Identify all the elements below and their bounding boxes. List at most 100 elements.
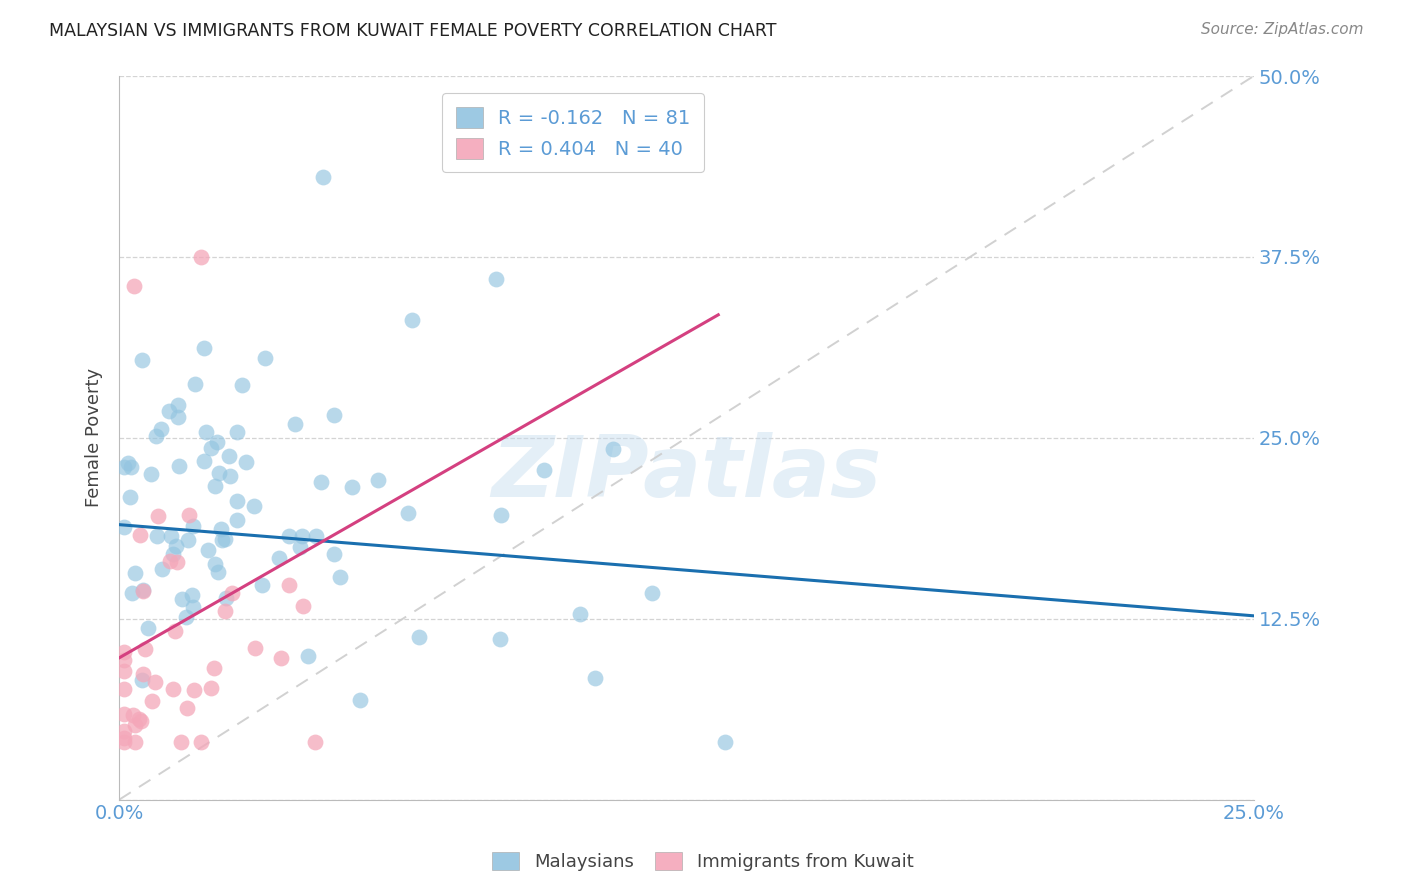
Point: [112, 681, 135, 696]
Point: [159, 528, 181, 542]
Point: [176, 700, 198, 714]
Point: [218, 449, 240, 463]
Text: MALAYSIAN VS IMMIGRANTS FROM KUWAIT FEMALE POVERTY CORRELATION CHART: MALAYSIAN VS IMMIGRANTS FROM KUWAIT FEMA…: [49, 22, 776, 40]
Point: [208, 466, 231, 480]
Point: [120, 490, 142, 504]
Point: [209, 522, 232, 536]
Point: [193, 341, 215, 355]
Point: [297, 648, 319, 663]
Point: [401, 313, 423, 327]
Point: [121, 707, 143, 722]
Point: [181, 599, 204, 614]
Point: [167, 409, 190, 424]
Point: [204, 479, 226, 493]
Point: [174, 610, 197, 624]
Point: [124, 735, 146, 749]
Point: [329, 570, 352, 584]
Text: Source: ZipAtlas.com: Source: ZipAtlas.com: [1201, 22, 1364, 37]
Point: [218, 469, 240, 483]
Point: [200, 441, 222, 455]
Point: [322, 408, 344, 422]
Point: [122, 278, 145, 293]
Point: [180, 588, 202, 602]
Point: [112, 723, 135, 738]
Point: [489, 508, 512, 523]
Point: [292, 599, 315, 613]
Point: [149, 422, 172, 436]
Point: [162, 547, 184, 561]
Point: [165, 539, 187, 553]
Point: [112, 665, 135, 679]
Point: [204, 557, 226, 571]
Point: [190, 735, 212, 749]
Point: [484, 271, 506, 285]
Point: [112, 653, 135, 667]
Point: [396, 507, 419, 521]
Point: [141, 693, 163, 707]
Point: [640, 586, 662, 600]
Point: [129, 528, 152, 542]
Point: [145, 429, 167, 443]
Point: [167, 399, 190, 413]
Point: [277, 578, 299, 592]
Point: [312, 170, 335, 185]
Point: [214, 532, 236, 546]
Point: [139, 467, 162, 481]
Y-axis label: Female Poverty: Female Poverty: [86, 368, 103, 508]
Point: [408, 630, 430, 644]
Point: [159, 553, 181, 567]
Point: [112, 520, 135, 534]
Point: [205, 435, 228, 450]
Point: [250, 577, 273, 591]
Point: [211, 533, 233, 548]
Point: [270, 651, 292, 665]
Point: [112, 645, 135, 659]
Point: [132, 583, 155, 598]
Point: [112, 735, 135, 749]
Point: [231, 377, 253, 392]
Point: [602, 442, 624, 456]
Point: [184, 377, 207, 392]
Point: [585, 671, 607, 685]
Point: [288, 540, 311, 554]
Point: [200, 681, 222, 696]
Point: [304, 529, 326, 543]
Point: [121, 586, 143, 600]
Point: [190, 250, 212, 264]
Point: [177, 533, 200, 547]
Point: [309, 475, 332, 489]
Point: [207, 565, 229, 579]
Point: [267, 551, 290, 566]
Point: [569, 607, 592, 621]
Point: [714, 735, 737, 749]
Point: [143, 675, 166, 690]
Point: [226, 494, 249, 508]
Text: ZIPatlas: ZIPatlas: [491, 433, 882, 516]
Point: [214, 604, 236, 618]
Point: [195, 425, 218, 439]
Point: [112, 460, 135, 475]
Point: [245, 641, 267, 656]
Point: [170, 592, 193, 607]
Point: [150, 562, 173, 576]
Point: [117, 457, 139, 471]
Point: [129, 714, 152, 728]
Point: [226, 425, 249, 440]
Point: [221, 586, 243, 600]
Point: [177, 508, 200, 522]
Point: [165, 624, 187, 639]
Point: [162, 682, 184, 697]
Point: [253, 351, 276, 365]
Point: [349, 692, 371, 706]
Point: [124, 718, 146, 732]
Point: [323, 547, 346, 561]
Point: [197, 542, 219, 557]
Point: [304, 735, 326, 749]
Point: [136, 621, 159, 635]
Point: [367, 473, 389, 487]
Point: [193, 454, 215, 468]
Point: [278, 529, 301, 543]
Point: [291, 528, 314, 542]
Point: [533, 463, 555, 477]
Point: [112, 706, 135, 721]
